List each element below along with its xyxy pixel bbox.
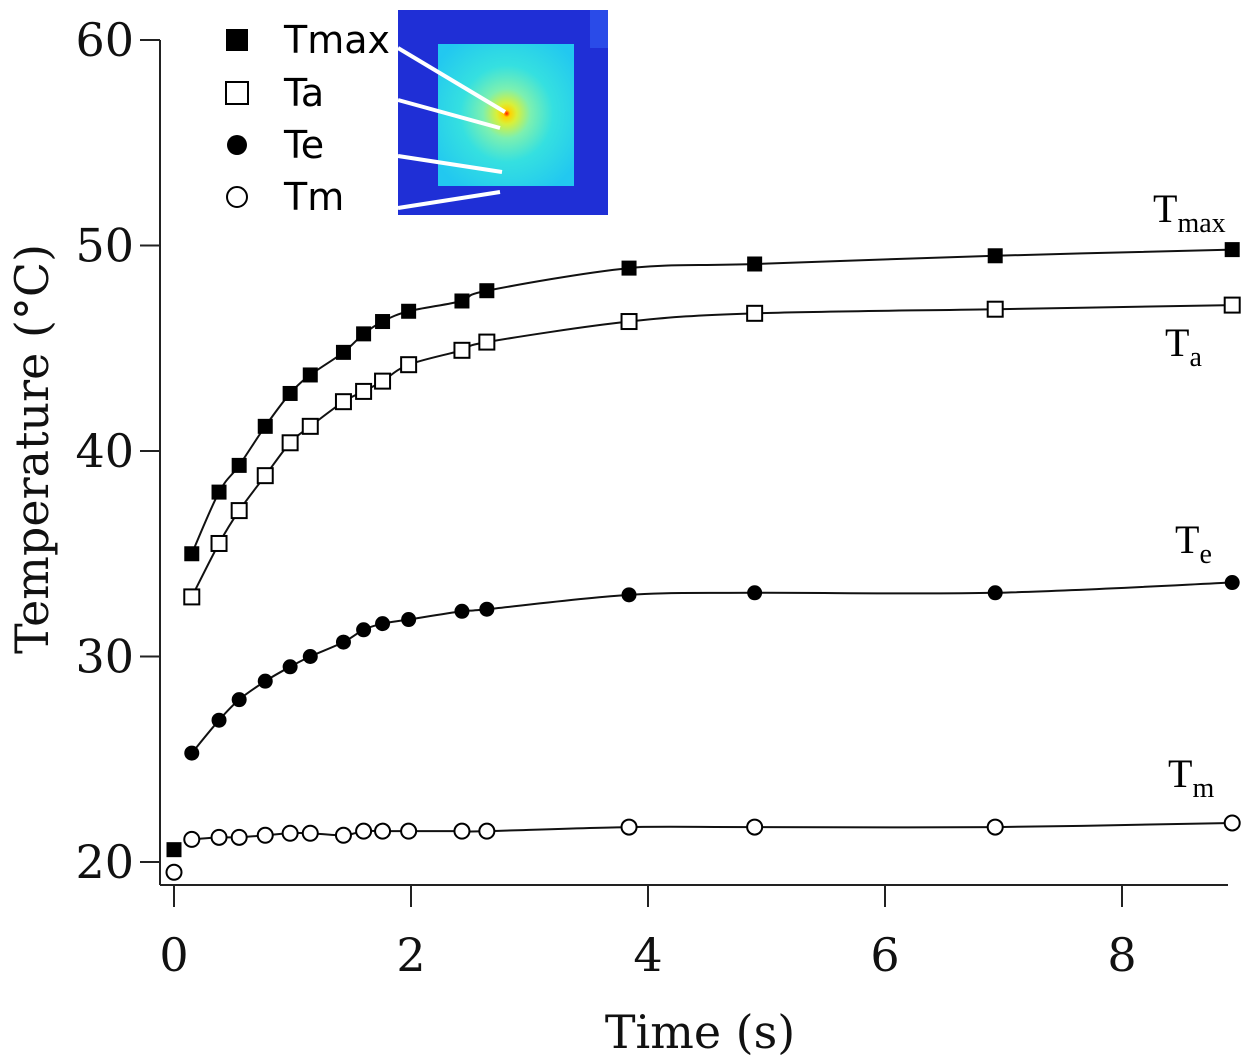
point-tmax (166, 842, 182, 858)
x-tick-label: 4 (633, 928, 662, 982)
legend-marker-tmax (226, 29, 248, 51)
point-ta (400, 356, 418, 374)
legend-marker-tm (226, 186, 248, 208)
x-axis-title: Time (s) (605, 1005, 795, 1059)
point-tm (1223, 814, 1241, 832)
point-tmax (302, 367, 318, 383)
point-te (257, 673, 273, 689)
point-tmax (375, 314, 391, 330)
x-tick-label: 8 (1107, 928, 1136, 982)
point-tmax (1224, 242, 1240, 258)
point-ta (453, 341, 471, 359)
point-ta (620, 313, 638, 331)
data-markers (165, 242, 1241, 881)
x-tick-label: 0 (159, 928, 188, 982)
point-tm (374, 822, 392, 840)
x-tick-label: 2 (396, 928, 425, 982)
point-te (302, 649, 318, 664)
legend-label-ta: Ta (283, 71, 324, 115)
point-tmax (257, 418, 273, 434)
point-tm (165, 863, 183, 881)
point-tmax (356, 326, 372, 342)
point-tm (355, 822, 373, 840)
point-tm (183, 830, 201, 848)
point-te (401, 612, 417, 628)
point-ta (1223, 296, 1241, 314)
y-tick-label: 20 (75, 835, 134, 889)
point-tmax (454, 293, 470, 309)
legend: Tmax Ta Te Tm (225, 18, 390, 219)
legend-label-te: Te (283, 123, 324, 167)
point-te (621, 587, 637, 603)
point-ta (746, 304, 764, 322)
y-tick-label: 40 (75, 424, 134, 478)
point-tm (230, 828, 248, 846)
point-ta (374, 372, 392, 390)
point-te (231, 692, 247, 708)
thermal-inset-image (396, 10, 608, 215)
point-te (335, 634, 351, 650)
point-tm (746, 818, 764, 836)
curve-label-ta: Ta (1165, 320, 1202, 373)
point-tm (210, 828, 228, 846)
curve-label-te: Te (1175, 517, 1212, 570)
point-tmax (282, 385, 298, 401)
point-tmax (335, 344, 351, 360)
point-tm (334, 826, 352, 844)
point-tmax (401, 303, 417, 319)
point-te (1224, 575, 1240, 591)
point-te (211, 712, 227, 728)
curve-label-tm: Tm (1168, 751, 1214, 804)
point-te (987, 585, 1003, 601)
point-tmax (747, 256, 763, 272)
point-ta (230, 502, 248, 520)
point-tmax (987, 248, 1003, 264)
legend-label-tmax: Tmax (283, 18, 390, 62)
point-tm (301, 824, 319, 842)
y-tick-label: 60 (75, 13, 134, 67)
point-tmax (231, 457, 247, 473)
point-te (479, 601, 495, 617)
point-ta (281, 434, 299, 452)
y-axis-title: Temperature (°C) (5, 244, 59, 654)
point-tm (256, 826, 274, 844)
point-tm (620, 818, 638, 836)
point-ta (478, 333, 496, 351)
curve-te (191, 581, 1233, 754)
point-ta (210, 534, 228, 552)
point-tmax (211, 484, 227, 500)
point-te (375, 616, 391, 632)
point-ta (355, 382, 373, 400)
point-te (356, 622, 372, 638)
y-tick-label: 30 (75, 630, 134, 684)
point-ta (256, 467, 274, 485)
axes: 20 30 40 50 60 0 2 4 6 8 (75, 13, 1228, 982)
y-tick-label: 50 (75, 219, 134, 273)
legend-marker-ta (225, 81, 249, 105)
point-te (184, 745, 200, 761)
point-tm (400, 822, 418, 840)
point-tm (281, 824, 299, 842)
legend-marker-te (227, 135, 247, 155)
point-te (282, 659, 298, 675)
point-ta (334, 393, 352, 411)
point-tmax (479, 283, 495, 299)
legend-label-tm: Tm (283, 175, 344, 219)
point-tm (453, 822, 471, 840)
point-te (747, 585, 763, 601)
curve-labels: Tmax Ta Te Tm (1153, 186, 1226, 804)
point-ta (301, 417, 319, 435)
point-ta (986, 300, 1004, 318)
point-tm (986, 818, 1004, 836)
x-tick-label: 6 (870, 928, 899, 982)
point-tmax (621, 260, 637, 276)
point-te (454, 603, 470, 619)
fitted-curves (190, 248, 1233, 841)
curve-label-tmax: Tmax (1153, 186, 1226, 239)
point-tmax (184, 546, 200, 562)
point-tm (478, 822, 496, 840)
point-ta (183, 588, 201, 606)
